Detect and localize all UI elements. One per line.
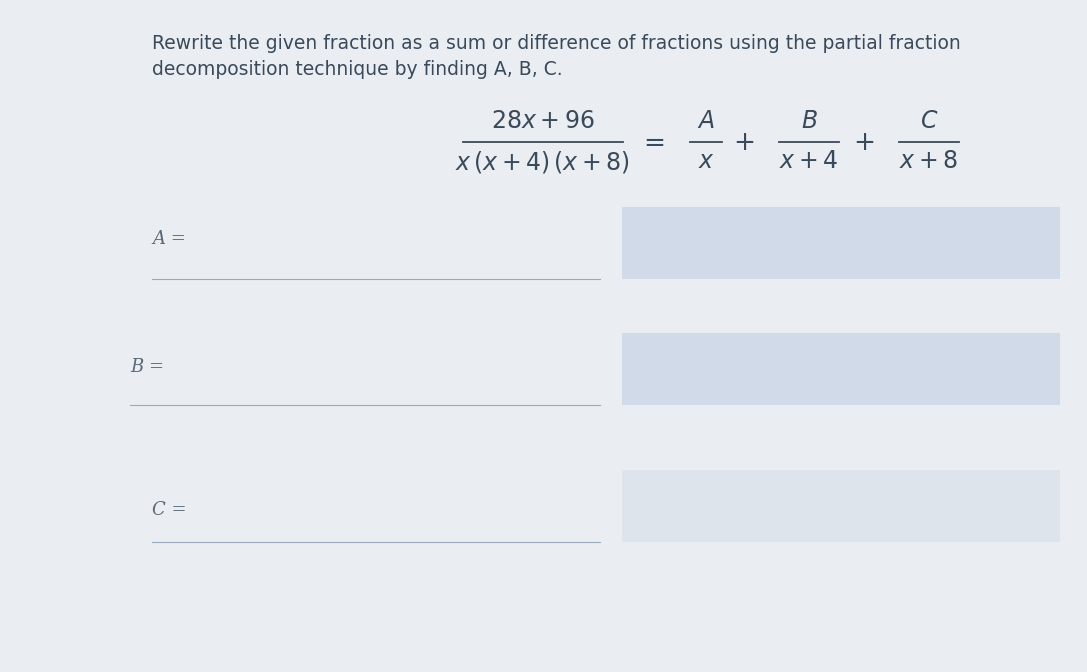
Text: $x+8$: $x+8$ bbox=[899, 151, 959, 173]
Text: $B$: $B$ bbox=[801, 110, 817, 134]
Text: $x\,(x+4)\,(x+8)$: $x\,(x+4)\,(x+8)$ bbox=[455, 149, 630, 175]
Text: $=$: $=$ bbox=[638, 130, 664, 155]
Bar bbox=[622, 470, 1060, 542]
Text: decomposition technique by finding A, B, C.: decomposition technique by finding A, B,… bbox=[152, 60, 563, 79]
Text: $28x+96$: $28x+96$ bbox=[491, 110, 595, 134]
Text: Rewrite the given fraction as a sum or difference of fractions using the partial: Rewrite the given fraction as a sum or d… bbox=[152, 34, 961, 53]
Text: $x+4$: $x+4$ bbox=[779, 151, 838, 173]
Text: $+$: $+$ bbox=[734, 130, 754, 155]
Bar bbox=[622, 333, 1060, 405]
Text: C =: C = bbox=[152, 501, 187, 519]
Text: A =: A = bbox=[152, 230, 186, 248]
Text: B =: B = bbox=[130, 358, 164, 376]
Text: $A$: $A$ bbox=[697, 110, 715, 134]
Text: $+$: $+$ bbox=[853, 130, 875, 155]
Text: $x$: $x$ bbox=[698, 151, 714, 173]
Bar bbox=[622, 207, 1060, 279]
Text: $C$: $C$ bbox=[920, 110, 938, 134]
